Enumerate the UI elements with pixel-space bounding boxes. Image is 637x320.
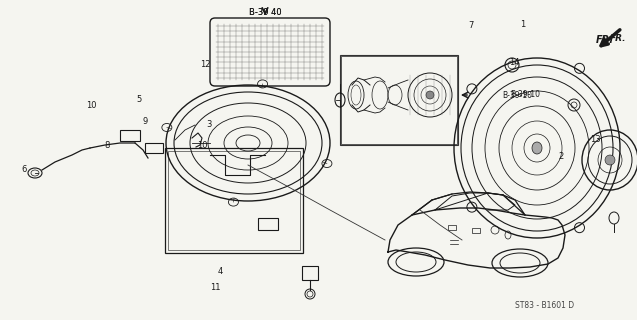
Text: 14: 14	[510, 58, 520, 67]
Text: FR.: FR.	[596, 35, 614, 45]
Bar	[302, 266, 318, 280]
Bar	[472, 228, 480, 233]
Bar	[341, 56, 457, 144]
Text: 11: 11	[210, 284, 220, 292]
Text: 2: 2	[558, 152, 563, 161]
Bar	[168, 151, 300, 250]
Text: ST83 - B1601 D: ST83 - B1601 D	[515, 300, 575, 309]
Text: 1: 1	[520, 20, 525, 28]
Text: 4: 4	[217, 268, 222, 276]
Text: FR.: FR.	[610, 34, 627, 43]
Text: 7: 7	[469, 21, 474, 30]
Bar	[341, 56, 457, 144]
Bar	[448, 225, 456, 230]
Text: 10: 10	[197, 141, 208, 150]
Bar	[258, 218, 278, 230]
Text: B-39 40: B-39 40	[248, 7, 282, 17]
Text: 13: 13	[590, 135, 601, 144]
Text: 9: 9	[143, 117, 148, 126]
Bar	[165, 148, 303, 253]
Text: 10: 10	[86, 101, 96, 110]
Ellipse shape	[426, 91, 434, 99]
Bar	[340, 55, 458, 145]
Ellipse shape	[532, 142, 542, 154]
Text: 8: 8	[104, 141, 110, 150]
Bar	[120, 130, 140, 141]
Text: B-39-10: B-39-10	[510, 90, 540, 99]
Ellipse shape	[605, 155, 615, 165]
Bar	[341, 56, 457, 144]
Text: B-39-10: B-39-10	[502, 91, 532, 100]
Text: 12: 12	[200, 60, 210, 68]
Text: 5: 5	[136, 95, 141, 104]
Text: B-39 40: B-39 40	[248, 7, 282, 17]
Bar	[145, 143, 163, 153]
Bar	[341, 56, 457, 144]
Text: 3: 3	[206, 120, 211, 129]
Text: 6: 6	[22, 165, 27, 174]
